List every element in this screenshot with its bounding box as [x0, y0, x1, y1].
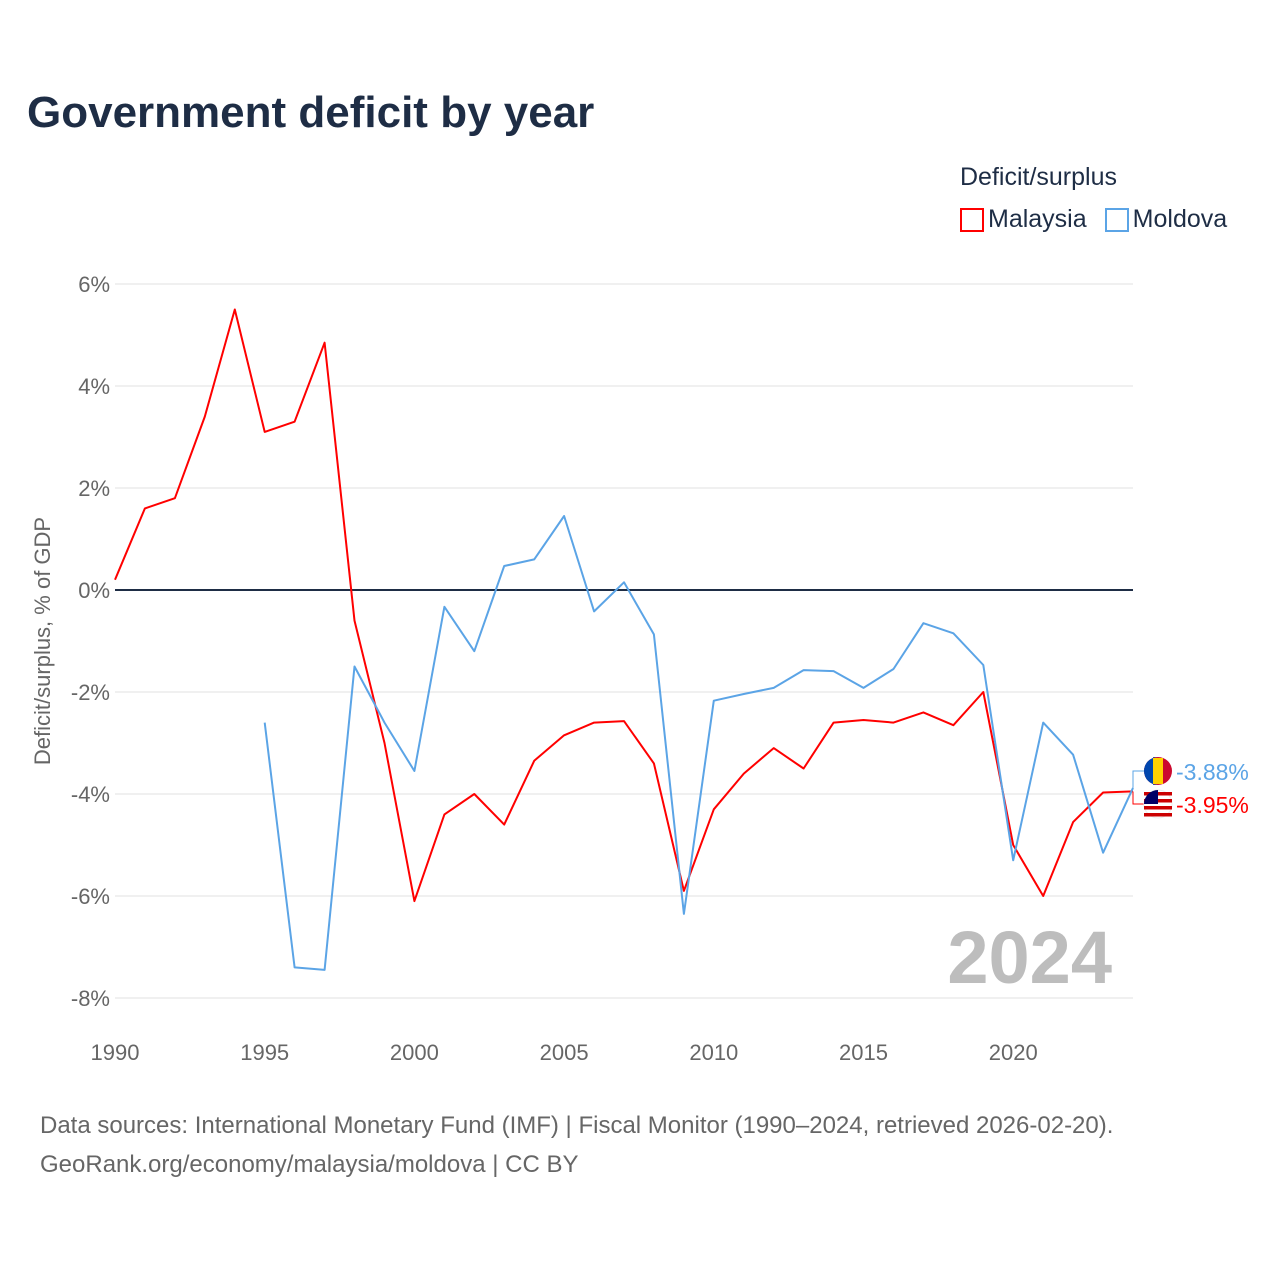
label-connector [1132, 791, 1145, 805]
legend-label: Moldova [1132, 205, 1228, 233]
malaysia-flag-canton [1144, 790, 1158, 804]
y-tick-label: 6% [78, 272, 110, 297]
legend: Malaysia Moldova [960, 205, 1227, 234]
y-tick-label: -4% [71, 782, 110, 807]
series-line-malaysia [114, 308, 1134, 903]
x-tick-label: 2010 [689, 1040, 738, 1065]
source-line-2[interactable]: GeoRank.org/economy/malaysia/moldova | C… [40, 1151, 579, 1178]
chart-title: Government deficit by year [27, 88, 595, 137]
malaysia-flag-stripe [1144, 813, 1172, 817]
series-line-moldova [263, 515, 1134, 971]
legend-label: Malaysia [988, 205, 1087, 233]
y-tick-label: -2% [71, 680, 110, 705]
moldova-flag-icon [1144, 757, 1158, 785]
y-tick-label: -8% [71, 986, 110, 1011]
legend-item-moldova[interactable]: Moldova [1104, 205, 1228, 234]
malaysia-flag-stripe [1144, 806, 1172, 810]
legend-item-malaysia[interactable]: Malaysia [960, 205, 1087, 234]
y-tick-label: 2% [78, 476, 110, 501]
y-axis-label: Deficit/surplus, % of GDP [30, 517, 55, 765]
end-label-moldova: -3.88% [1176, 759, 1249, 785]
y-tick-label: 0% [78, 578, 110, 603]
x-tick-label: 2005 [540, 1040, 589, 1065]
legend-title: Deficit/surplus [960, 163, 1117, 191]
label-connector [1132, 770, 1145, 788]
x-tick-label: 2015 [839, 1040, 888, 1065]
x-tick-label: 1990 [91, 1040, 140, 1065]
legend-swatch-malaysia [960, 207, 984, 232]
legend-swatch-moldova [1104, 207, 1129, 232]
y-tick-label: -6% [71, 884, 110, 909]
source-note: Data sources: International Monetary Fun… [40, 1106, 1113, 1184]
year-watermark: 2024 [947, 916, 1112, 999]
source-line-1: Data sources: International Monetary Fun… [40, 1112, 1114, 1139]
end-label-malaysia: -3.95% [1176, 792, 1249, 818]
x-tick-label: 1995 [240, 1040, 289, 1065]
x-tick-label: 2020 [989, 1040, 1038, 1065]
moldova-flag-icon [1153, 758, 1163, 784]
x-tick-label: 2000 [390, 1040, 439, 1065]
y-tick-label: 4% [78, 374, 110, 399]
